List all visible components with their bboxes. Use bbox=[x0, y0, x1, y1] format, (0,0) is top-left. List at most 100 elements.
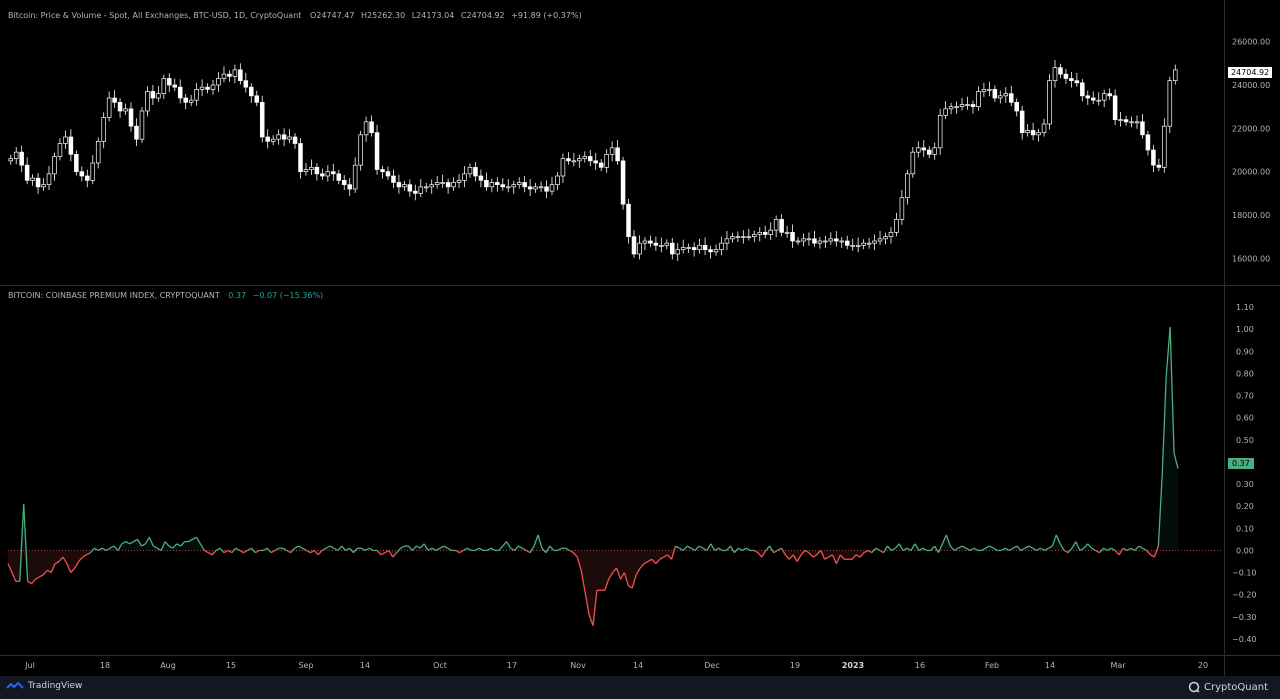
candle bbox=[19, 145, 24, 173]
candle-body bbox=[1058, 67, 1063, 75]
premium-legend: BITCOIN: COINBASE PREMIUM INDEX, CRYPTOQ… bbox=[8, 291, 323, 300]
candle bbox=[752, 230, 757, 243]
candle-body bbox=[1036, 132, 1041, 136]
chart-svg[interactable]: 26000.00 24000.00 22000.00 20000.00 18000.00… bbox=[0, 0, 1280, 676]
cryptoquant-logo-icon bbox=[1188, 681, 1200, 693]
candle bbox=[828, 232, 834, 245]
premium-line-segment bbox=[423, 543, 429, 551]
candle-body bbox=[1173, 69, 1178, 82]
premium-line-segment bbox=[828, 554, 833, 558]
premium-line-segment bbox=[148, 536, 154, 547]
premium-line-segment bbox=[101, 547, 107, 552]
candle-body bbox=[1156, 164, 1162, 168]
premium-line-segment bbox=[612, 567, 618, 573]
premium-line-segment bbox=[231, 547, 237, 554]
candle bbox=[467, 163, 473, 178]
pane-divider[interactable] bbox=[0, 285, 1280, 286]
candle-body bbox=[1162, 125, 1167, 168]
candle bbox=[63, 130, 68, 149]
candle bbox=[987, 81, 992, 97]
premium-line-segment bbox=[733, 547, 739, 554]
premium-tick-label: 0.50 bbox=[1236, 436, 1254, 445]
premium-legend-change: −0.07 (−15.36%) bbox=[252, 291, 324, 300]
candle-body bbox=[675, 249, 681, 255]
candle bbox=[1118, 111, 1123, 127]
candle-body bbox=[145, 91, 150, 112]
candle bbox=[456, 173, 462, 188]
premium-line-segment bbox=[1161, 375, 1167, 474]
candle bbox=[741, 230, 746, 244]
candle-body bbox=[855, 244, 861, 247]
candle bbox=[287, 129, 292, 144]
candle bbox=[341, 175, 347, 191]
premium-line-segment bbox=[427, 547, 433, 552]
candle-body bbox=[555, 175, 560, 186]
premium-line-segment bbox=[576, 556, 582, 571]
candle bbox=[478, 169, 484, 188]
candle bbox=[959, 98, 965, 111]
candle bbox=[194, 82, 199, 106]
cryptoquant-brand[interactable]: CryptoQuant bbox=[1188, 681, 1268, 693]
premium-line-segment bbox=[816, 550, 822, 556]
candle-body bbox=[648, 240, 653, 244]
candle bbox=[462, 166, 467, 188]
candle bbox=[981, 82, 987, 97]
candle bbox=[916, 141, 921, 158]
premium-line-segment bbox=[105, 547, 111, 552]
premium-tick-label: −0.20 bbox=[1232, 591, 1257, 600]
premium-line-segment bbox=[447, 547, 452, 552]
premium-line-segment bbox=[42, 569, 48, 576]
premium-line-segment bbox=[694, 545, 700, 551]
candle bbox=[8, 154, 13, 165]
premium-line-segment bbox=[737, 547, 743, 552]
candle-body bbox=[1107, 93, 1112, 97]
candle-body bbox=[13, 151, 19, 160]
tradingview-logo-icon bbox=[6, 681, 24, 689]
candle-body bbox=[434, 182, 440, 186]
time-tick-label: 15 bbox=[226, 661, 236, 670]
premium-line-segment bbox=[757, 552, 763, 558]
price-tick-label: 20000.00 bbox=[1232, 168, 1270, 177]
premium-line-segment bbox=[54, 560, 60, 565]
premium-line-segment bbox=[502, 541, 508, 547]
premium-line-segment bbox=[286, 549, 292, 554]
premium-line-segment bbox=[117, 543, 123, 551]
candle bbox=[413, 184, 418, 201]
candle-body bbox=[249, 86, 254, 97]
candle bbox=[746, 228, 752, 241]
premium-line-segment bbox=[66, 563, 72, 573]
candle bbox=[773, 215, 779, 238]
candle bbox=[402, 180, 407, 191]
candle bbox=[500, 178, 506, 191]
candle-body bbox=[905, 173, 910, 199]
premium-line-segment bbox=[628, 585, 633, 589]
tradingview-brand[interactable]: TradingView bbox=[6, 681, 82, 691]
premium-line-segment bbox=[753, 549, 759, 554]
premium-line-segment bbox=[1016, 545, 1022, 551]
premium-line-segment bbox=[965, 547, 971, 552]
candle-body bbox=[812, 238, 817, 244]
candle-body bbox=[577, 158, 582, 162]
candle-body bbox=[670, 242, 675, 255]
premium-line-segment bbox=[1075, 541, 1081, 551]
premium-line-segment bbox=[70, 567, 76, 573]
candle-body bbox=[872, 240, 877, 244]
candle bbox=[577, 154, 582, 168]
candle-body bbox=[1145, 134, 1151, 151]
premium-line-segment bbox=[321, 547, 327, 552]
price-y-axis[interactable]: 26000.00 24000.00 22000.00 20000.00 18000.00… bbox=[1232, 38, 1270, 264]
candle-body bbox=[1025, 130, 1030, 134]
candle-body bbox=[456, 179, 462, 183]
premium-y-axis[interactable]: 1.101.000.900.800.700.600.500.400.300.20… bbox=[1232, 303, 1257, 644]
premium-line-segment bbox=[714, 547, 719, 552]
candle-body bbox=[839, 240, 845, 243]
premium-line-segment bbox=[1079, 547, 1085, 552]
premium-line-segment bbox=[506, 541, 512, 549]
time-x-axis[interactable]: Jul 18 Aug 15 Sep 14 Oct 17 Nov 14 Dec 19 2023 16 Feb 1… bbox=[24, 661, 1208, 670]
candle-body bbox=[1052, 67, 1058, 82]
premium-line-segment bbox=[882, 545, 889, 553]
candle bbox=[123, 103, 128, 115]
candle-body bbox=[270, 138, 276, 142]
premium-line-segment bbox=[784, 554, 790, 560]
premium-line-segment bbox=[937, 543, 944, 553]
